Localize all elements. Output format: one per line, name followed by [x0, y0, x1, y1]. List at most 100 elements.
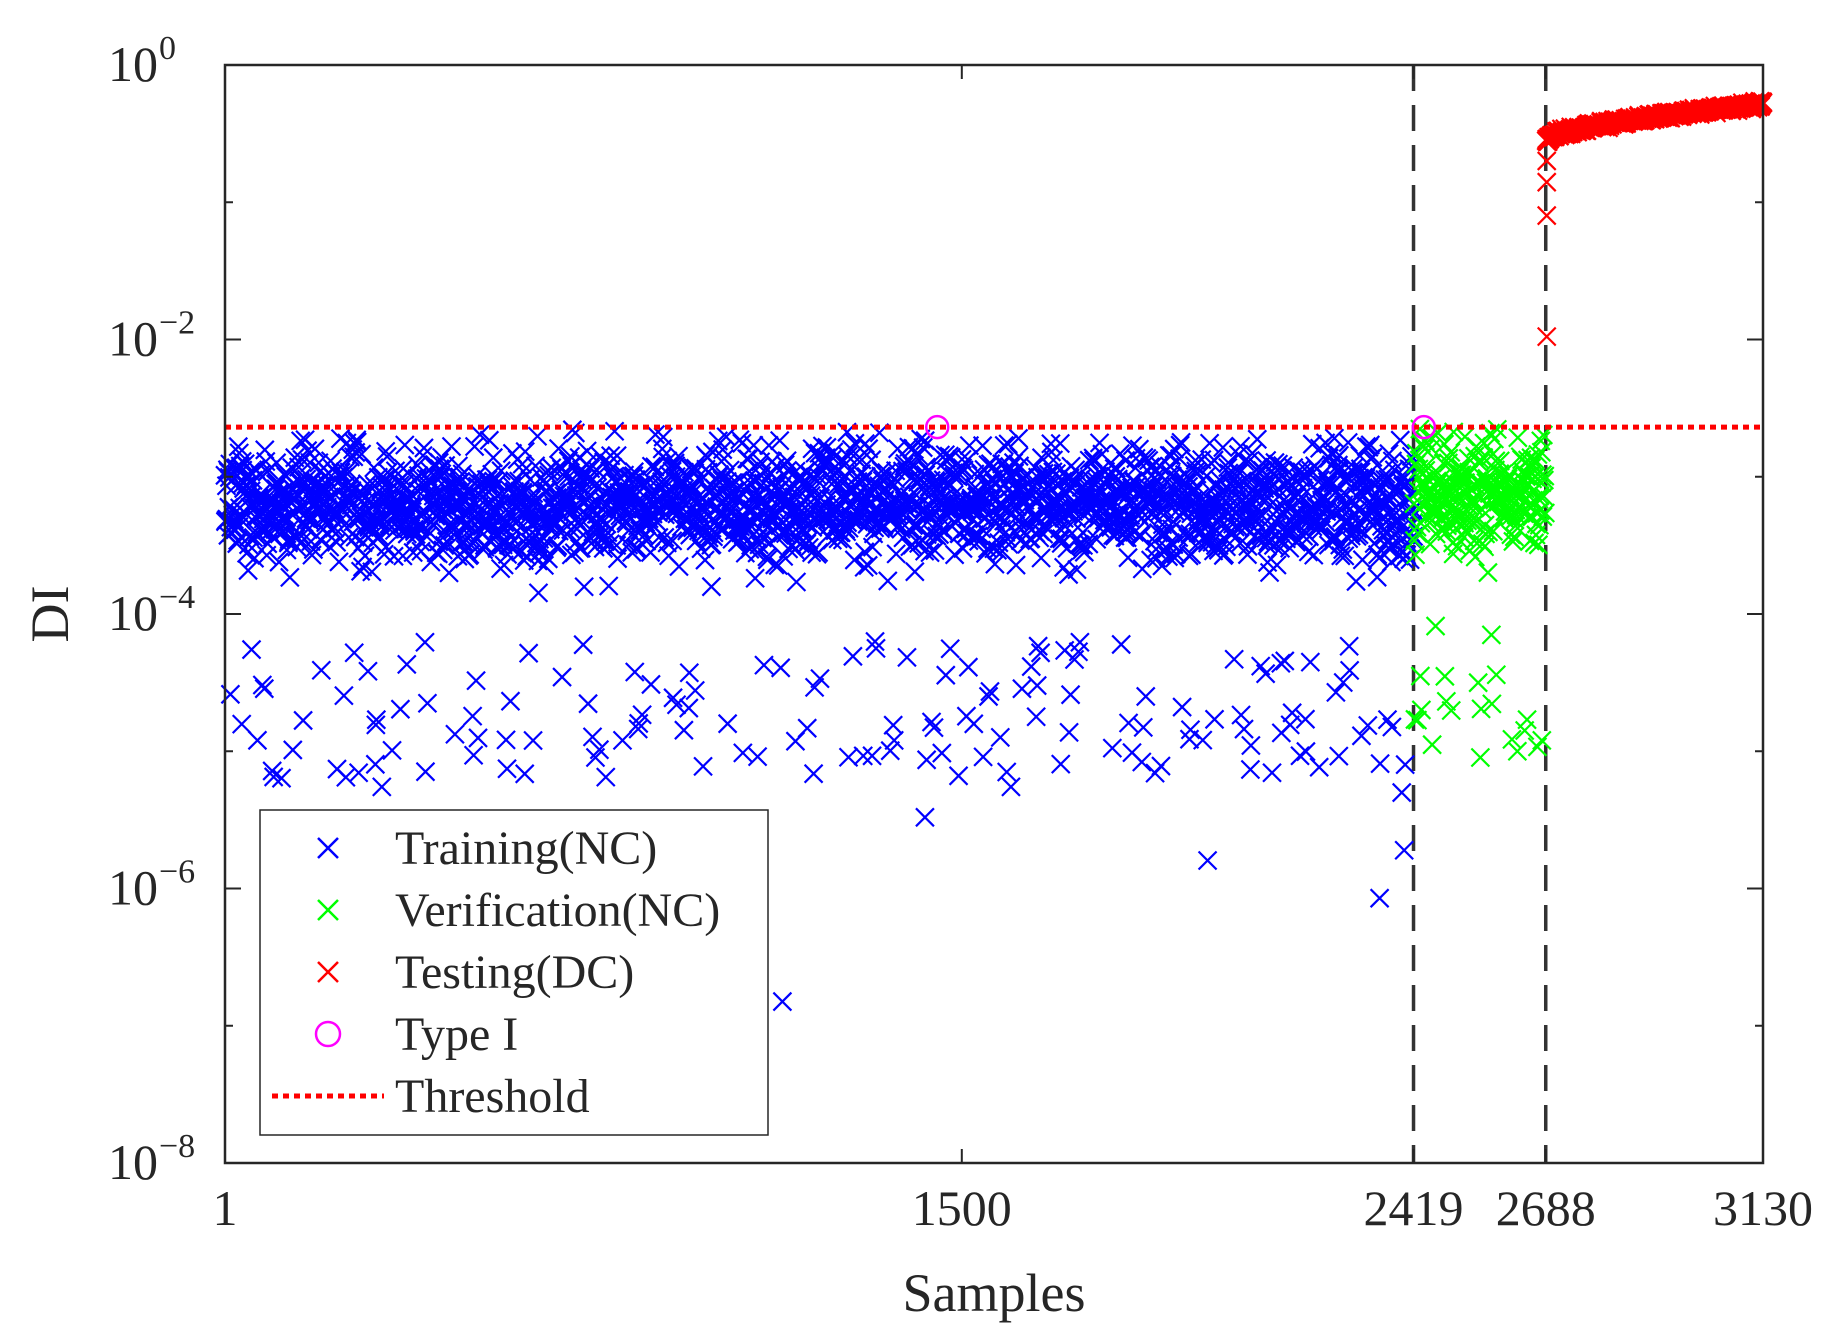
- training-point: [334, 685, 354, 706]
- training-point: [308, 480, 328, 500]
- training-point: [884, 730, 904, 751]
- verification-point: [1531, 442, 1552, 463]
- training-point: [1331, 545, 1351, 566]
- training-point: [539, 465, 559, 485]
- training-point: [1131, 508, 1152, 529]
- training-point: [1329, 746, 1349, 766]
- training-point: [1282, 703, 1302, 723]
- training-point: [607, 445, 627, 466]
- y-tick-base: 10: [108, 585, 158, 641]
- verification-point: [1410, 666, 1431, 686]
- training-point: [230, 456, 251, 476]
- training-point: [1352, 550, 1373, 570]
- training-point: [1268, 454, 1289, 474]
- training-point: [714, 448, 734, 469]
- training-point: [441, 436, 462, 457]
- training-point: [366, 715, 386, 735]
- training-point: [415, 632, 435, 653]
- verification-point: [1483, 521, 1504, 541]
- training-point: [390, 699, 411, 719]
- training-point: [978, 686, 999, 707]
- training-point: [1027, 675, 1047, 696]
- training-point: [1192, 730, 1213, 750]
- training-point: [636, 531, 657, 551]
- training-point: [769, 430, 790, 451]
- training-point: [641, 674, 661, 695]
- training-point: [843, 646, 863, 667]
- training-point: [1257, 535, 1277, 555]
- training-point: [743, 435, 764, 456]
- training-point: [1240, 759, 1261, 780]
- verification-point: [1454, 527, 1474, 547]
- training-point: [515, 441, 535, 462]
- training-point: [384, 546, 404, 567]
- training-point: [1349, 524, 1369, 545]
- training-point: [346, 430, 367, 450]
- training-point: [1339, 660, 1360, 681]
- training-point: [1256, 450, 1277, 471]
- training-point: [431, 467, 451, 487]
- training-point: [1384, 481, 1404, 502]
- training-point: [1050, 754, 1071, 774]
- training-point: [1140, 550, 1161, 570]
- verification-point: [1535, 503, 1556, 523]
- training-point: [403, 542, 423, 563]
- verification-point: [1415, 439, 1435, 459]
- training-point: [772, 991, 793, 1012]
- training-point: [1067, 559, 1087, 580]
- training-point: [1199, 433, 1220, 454]
- training-point: [645, 424, 666, 445]
- training-point: [293, 710, 313, 731]
- verification-point: [1482, 694, 1502, 714]
- training-point: [1151, 756, 1171, 776]
- training-point: [653, 427, 674, 447]
- training-point: [777, 450, 797, 471]
- training-point: [1295, 709, 1316, 729]
- training-point: [996, 762, 1017, 782]
- training-point: [1370, 753, 1390, 774]
- verification-point: [1436, 691, 1457, 712]
- verification-point: [1481, 625, 1502, 645]
- training-point: [303, 539, 324, 560]
- training-point: [1391, 782, 1412, 803]
- training-point: [347, 432, 367, 452]
- training-point: [442, 495, 462, 515]
- y-tick-label: 10 −6: [108, 854, 195, 916]
- training-point: [577, 441, 597, 461]
- training-point: [674, 720, 694, 740]
- verification-point: [1428, 423, 1448, 443]
- training-point: [768, 555, 789, 576]
- training-point: [302, 545, 322, 565]
- training-point: [358, 661, 378, 682]
- training-point: [1267, 555, 1287, 575]
- training-point: [987, 540, 1008, 560]
- training-point: [854, 557, 874, 577]
- training-point: [1132, 752, 1152, 772]
- training-point: [1008, 428, 1029, 449]
- training-point: [548, 438, 569, 459]
- y-tick-label: 10 0: [108, 30, 176, 92]
- training-point: [1247, 429, 1268, 450]
- training-point: [439, 563, 459, 583]
- training-point: [1214, 544, 1235, 565]
- legend-marker: [317, 837, 339, 859]
- training-point: [1351, 726, 1372, 746]
- training-point: [1009, 446, 1029, 467]
- verification-point: [1435, 666, 1455, 687]
- training-point: [1041, 433, 1061, 454]
- training-point: [732, 433, 752, 454]
- training-point: [1117, 520, 1138, 541]
- training-point: [1374, 494, 1395, 514]
- training-point: [853, 746, 874, 766]
- training-point: [862, 746, 882, 766]
- training-point: [685, 680, 705, 701]
- training-point: [701, 576, 722, 597]
- training-point: [1089, 433, 1110, 453]
- training-point: [305, 439, 325, 459]
- training-point: [362, 562, 382, 582]
- legend-item: Testing(DC): [317, 946, 634, 999]
- training-point: [372, 777, 392, 797]
- training-point: [733, 743, 753, 763]
- training-point: [797, 718, 818, 738]
- training-point: [858, 438, 879, 459]
